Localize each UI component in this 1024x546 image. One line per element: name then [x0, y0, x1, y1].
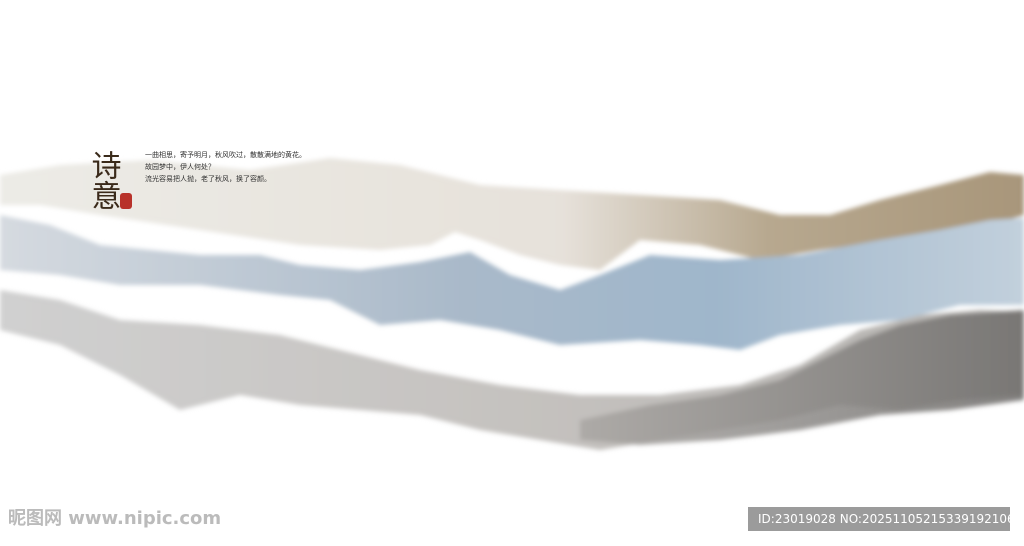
ink-mountains	[0, 158, 1024, 450]
watermark: 昵图网 www.nipic.com	[8, 508, 221, 529]
image-id: ID:23019028 NO:20251105215339192106	[758, 512, 1015, 526]
ink-layer	[0, 158, 1024, 270]
poem-line: 一曲相思，寄予明月，秋风吹过，散散满地的黄花。	[145, 150, 306, 159]
poem-line: 故园梦中，伊人何处？	[145, 162, 215, 171]
seal	[120, 193, 132, 209]
calligraphy-title: 诗意	[86, 150, 121, 210]
ink-layer	[0, 215, 1024, 350]
poem-line: 流光容易把人抛，老了秋风，换了容颜。	[145, 174, 271, 183]
ink-layer	[580, 310, 1024, 445]
id-box	[748, 507, 1010, 531]
